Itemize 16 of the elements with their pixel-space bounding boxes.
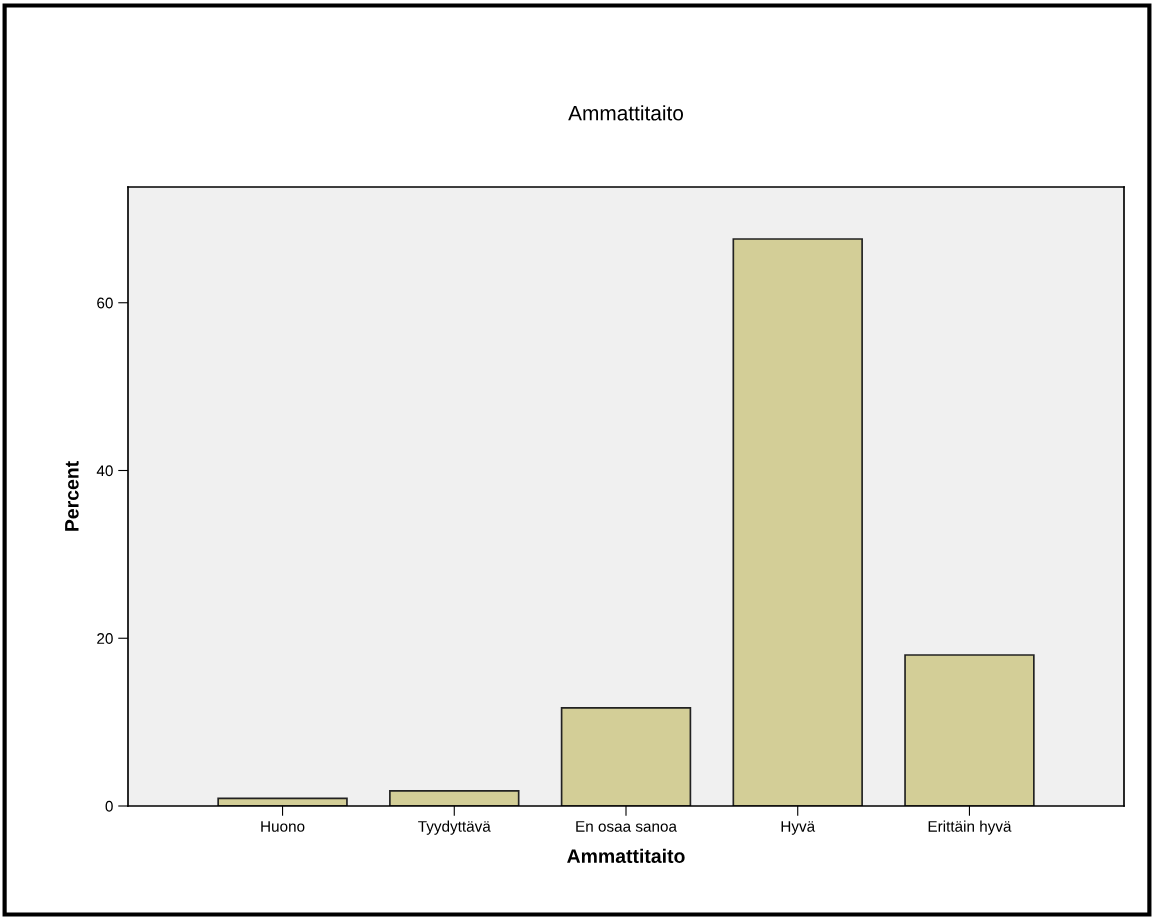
chart-title: Ammattitaito — [568, 105, 684, 121]
y-tick-label: 0 — [105, 800, 113, 812]
y-axis-title: Percent — [65, 461, 79, 531]
x-tick-label: Tyydyttävä — [418, 820, 491, 835]
y-tick-label: 60 — [97, 297, 113, 309]
x-tick-label: Erittäin hyvä — [928, 820, 1012, 835]
bar — [389, 790, 520, 806]
bar — [904, 654, 1035, 806]
y-tick-label: 40 — [96, 465, 113, 477]
x-axis-title: Ammattitaito — [567, 848, 685, 863]
bar — [732, 238, 863, 806]
bar — [560, 707, 692, 806]
x-tick-label: Huono — [261, 821, 305, 832]
y-tick-label: 20 — [97, 633, 113, 644]
x-tick-label: En osaa sanoa — [576, 821, 677, 832]
x-tick-label: Hyvä — [781, 821, 816, 835]
